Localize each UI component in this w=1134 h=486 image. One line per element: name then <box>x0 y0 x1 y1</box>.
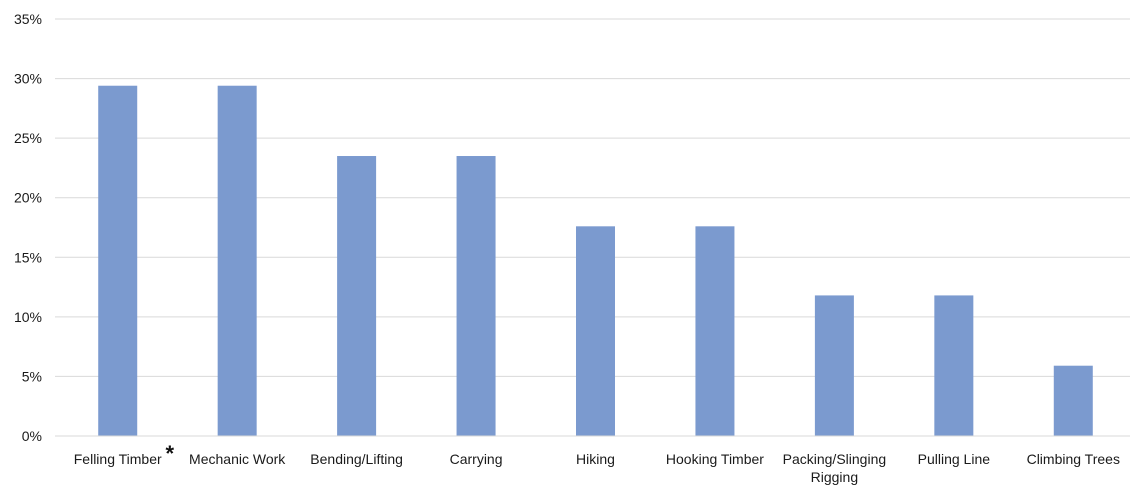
y-tick-label: 30% <box>14 71 42 87</box>
x-category-label: Hooking Timber <box>666 451 764 467</box>
y-tick-label: 10% <box>14 309 42 325</box>
x-category-label: Mechanic Work <box>189 451 286 467</box>
bar-hiking <box>576 226 615 436</box>
y-tick-label: 0% <box>22 428 42 444</box>
x-category-label: Felling Timber <box>74 451 162 467</box>
bar-climbing-trees <box>1053 365 1093 436</box>
y-tick-label: 5% <box>22 368 42 384</box>
bar-carrying <box>456 156 496 436</box>
bar-bending-lifting <box>337 156 377 436</box>
x-category-label: Packing/Slinging Rigging <box>783 451 887 485</box>
x-category-label: Bending/Lifting <box>310 451 403 467</box>
bar-pulling-line <box>934 295 974 436</box>
x-category-label: Carrying <box>450 451 503 467</box>
bar-mechanic-work <box>217 85 257 436</box>
x-category-label: Climbing Trees <box>1027 451 1120 467</box>
felling-timber-asterisk-annotation: * <box>165 441 174 466</box>
bar-hooking-timber <box>695 226 735 436</box>
x-category-label: Hiking <box>576 451 615 467</box>
y-tick-label: 15% <box>14 249 42 265</box>
bar-felling-timber <box>98 85 138 436</box>
y-axis-tick-labels: 0% 5% 10% 15% 20% 25% 30% 35% <box>14 11 42 444</box>
bar-packing-slinging-rigging <box>814 295 854 436</box>
x-category-label: Pulling Line <box>918 451 991 467</box>
bars <box>98 85 1093 436</box>
y-tick-label: 25% <box>14 130 42 146</box>
y-tick-label: 20% <box>14 190 42 206</box>
y-tick-label: 35% <box>14 11 42 27</box>
x-axis-category-labels: Felling Timber Mechanic Work Bending/Lifti… <box>74 451 1120 485</box>
